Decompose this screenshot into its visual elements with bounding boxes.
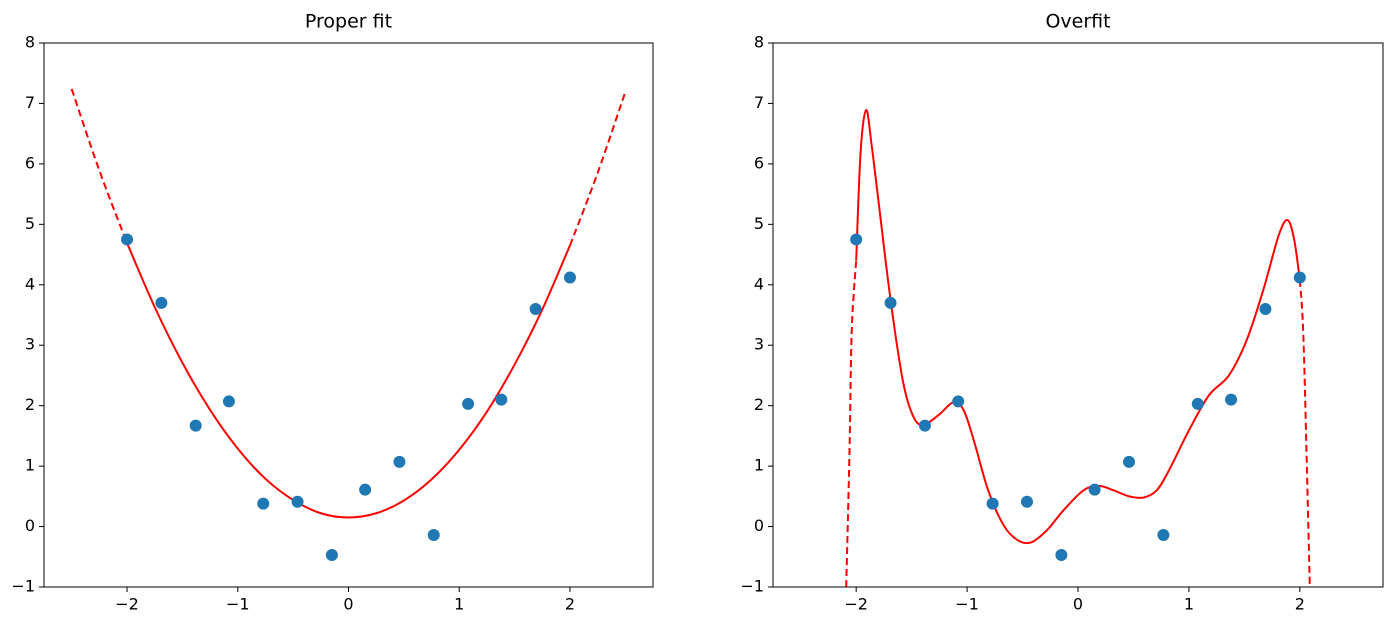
x-tick-label: −2: [115, 595, 139, 614]
fit-line: [1298, 279, 1311, 587]
point: [850, 233, 863, 246]
y-tick-label: −1: [11, 577, 35, 596]
fit-line: [845, 260, 858, 587]
axes-frame: [772, 42, 1384, 588]
y-tick-label: 0: [754, 516, 764, 535]
y-tick-label: 6: [754, 153, 764, 172]
fit-line: [569, 91, 627, 246]
point: [1191, 397, 1204, 410]
x-tick-label: 0: [1073, 595, 1083, 614]
x-tick-label: 1: [454, 595, 464, 614]
y-tick-label: 7: [754, 93, 764, 112]
point: [884, 296, 897, 309]
axes-frame: [43, 42, 654, 588]
point: [986, 497, 999, 510]
point: [291, 495, 304, 508]
point: [462, 397, 475, 410]
y-tick-label: 0: [25, 516, 35, 535]
x-tick-label: −2: [844, 595, 868, 614]
y-tick-label: 8: [754, 33, 764, 52]
point: [393, 455, 406, 468]
point: [222, 395, 235, 408]
point: [325, 548, 338, 561]
fit-line: [126, 242, 571, 519]
plot-area: [70, 88, 627, 519]
y-tick-label: 1: [754, 456, 764, 475]
point: [1293, 271, 1306, 284]
y-tick-label: 8: [25, 33, 35, 52]
point: [495, 393, 508, 406]
y-tick-label: 3: [754, 335, 764, 354]
point: [257, 497, 270, 510]
y-tick-label: 5: [754, 214, 764, 233]
point: [1123, 455, 1136, 468]
y-tick-label: 6: [25, 153, 35, 172]
plot-area: [845, 109, 1311, 587]
point: [359, 483, 372, 496]
y-tick-label: 2: [754, 395, 764, 414]
y-tick-label: −1: [740, 577, 764, 596]
x-tick-label: 0: [343, 595, 353, 614]
x-tick-label: −1: [226, 595, 250, 614]
x-tick-label: 1: [1184, 595, 1194, 614]
point: [563, 271, 576, 284]
chart-title: Overfit: [1045, 11, 1110, 33]
y-tick-label: 5: [25, 214, 35, 233]
y-tick-label: 7: [25, 93, 35, 112]
x-tick-label: 2: [1295, 595, 1305, 614]
point: [918, 419, 931, 432]
point: [1259, 302, 1272, 315]
point: [1020, 495, 1033, 508]
fit-line: [855, 109, 1301, 545]
chart-title: Proper fit: [305, 11, 392, 33]
y-tick-label: 3: [25, 335, 35, 354]
x-tick-label: 2: [565, 595, 575, 614]
y-tick-label: 1: [25, 456, 35, 475]
point: [952, 395, 965, 408]
point: [1157, 529, 1170, 542]
point: [1225, 393, 1238, 406]
y-tick-label: 4: [25, 274, 35, 293]
point: [1088, 483, 1101, 496]
y-tick-label: 2: [25, 395, 35, 414]
y-tick-label: 4: [754, 274, 764, 293]
point: [427, 529, 440, 542]
point: [189, 419, 202, 432]
point: [1055, 548, 1068, 561]
point: [155, 296, 168, 309]
fit-line: [70, 88, 128, 244]
x-tick-label: −1: [955, 595, 979, 614]
point: [529, 302, 542, 315]
point: [121, 233, 134, 246]
